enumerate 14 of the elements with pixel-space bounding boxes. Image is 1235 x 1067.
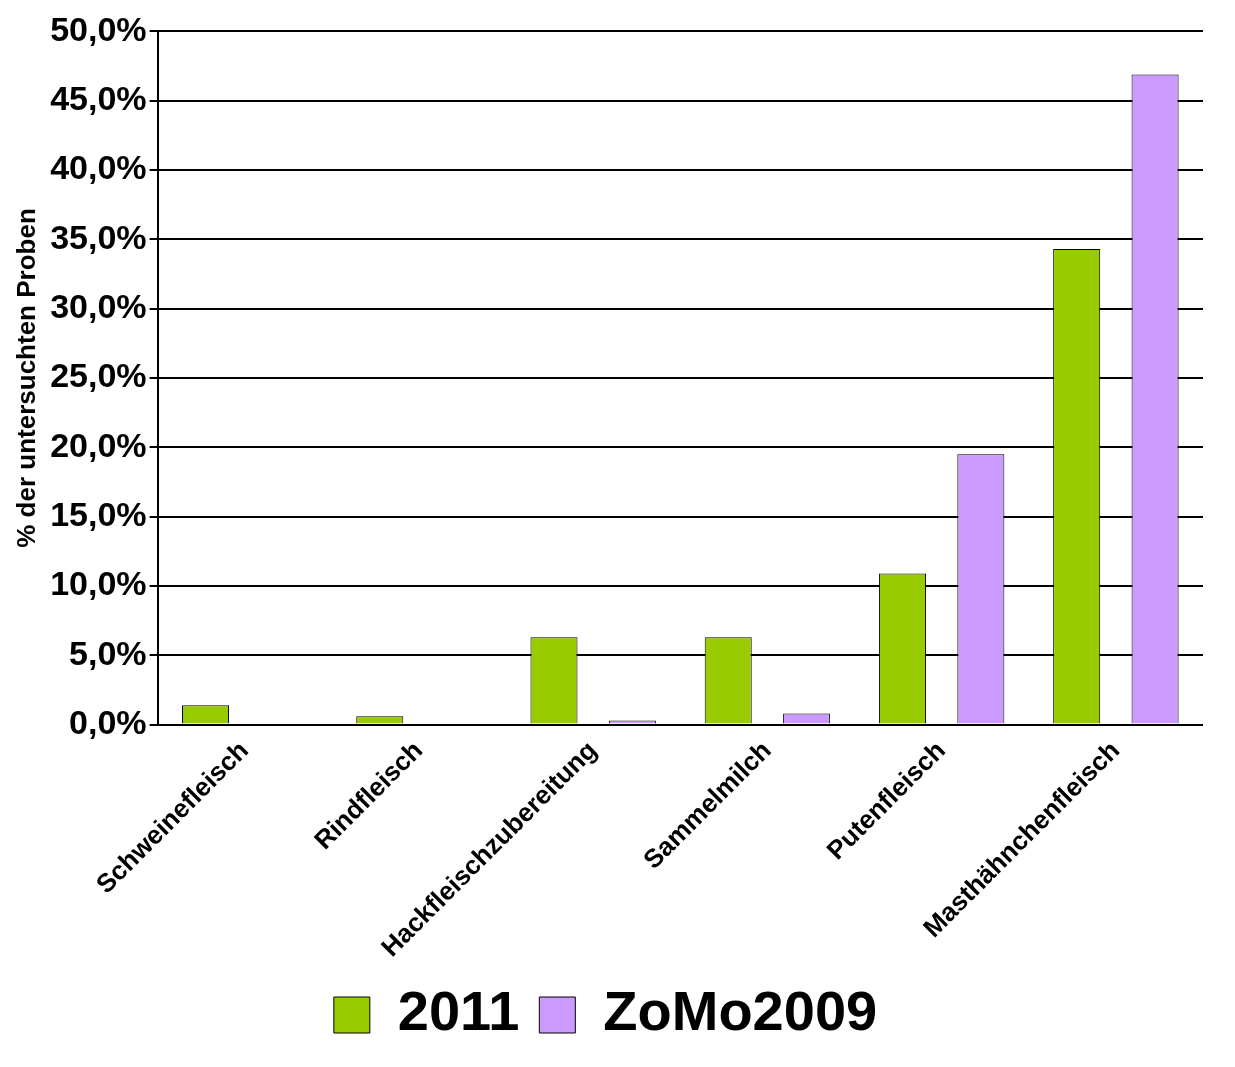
y-tick-label: 0,0% (69, 702, 147, 741)
y-tick-label: 5,0% (69, 633, 147, 672)
legend-label: ZoMo2009 (603, 979, 878, 1043)
y-tick-label: 10,0% (50, 564, 147, 603)
legend-label: 2011 (397, 979, 520, 1043)
y-tick-label: 40,0% (50, 148, 147, 187)
y-tick-label: 15,0% (50, 494, 147, 533)
y-tick-label: 35,0% (50, 217, 147, 256)
y-tick-label: 50,0% (50, 9, 147, 48)
y-tick-label: 20,0% (50, 425, 147, 464)
y-tick-label: 30,0% (50, 287, 147, 326)
y-tick-label: 25,0% (50, 356, 147, 395)
y-tick-label: 45,0% (50, 79, 147, 118)
y-axis-title: % der untersuchten Proben (10, 208, 41, 548)
